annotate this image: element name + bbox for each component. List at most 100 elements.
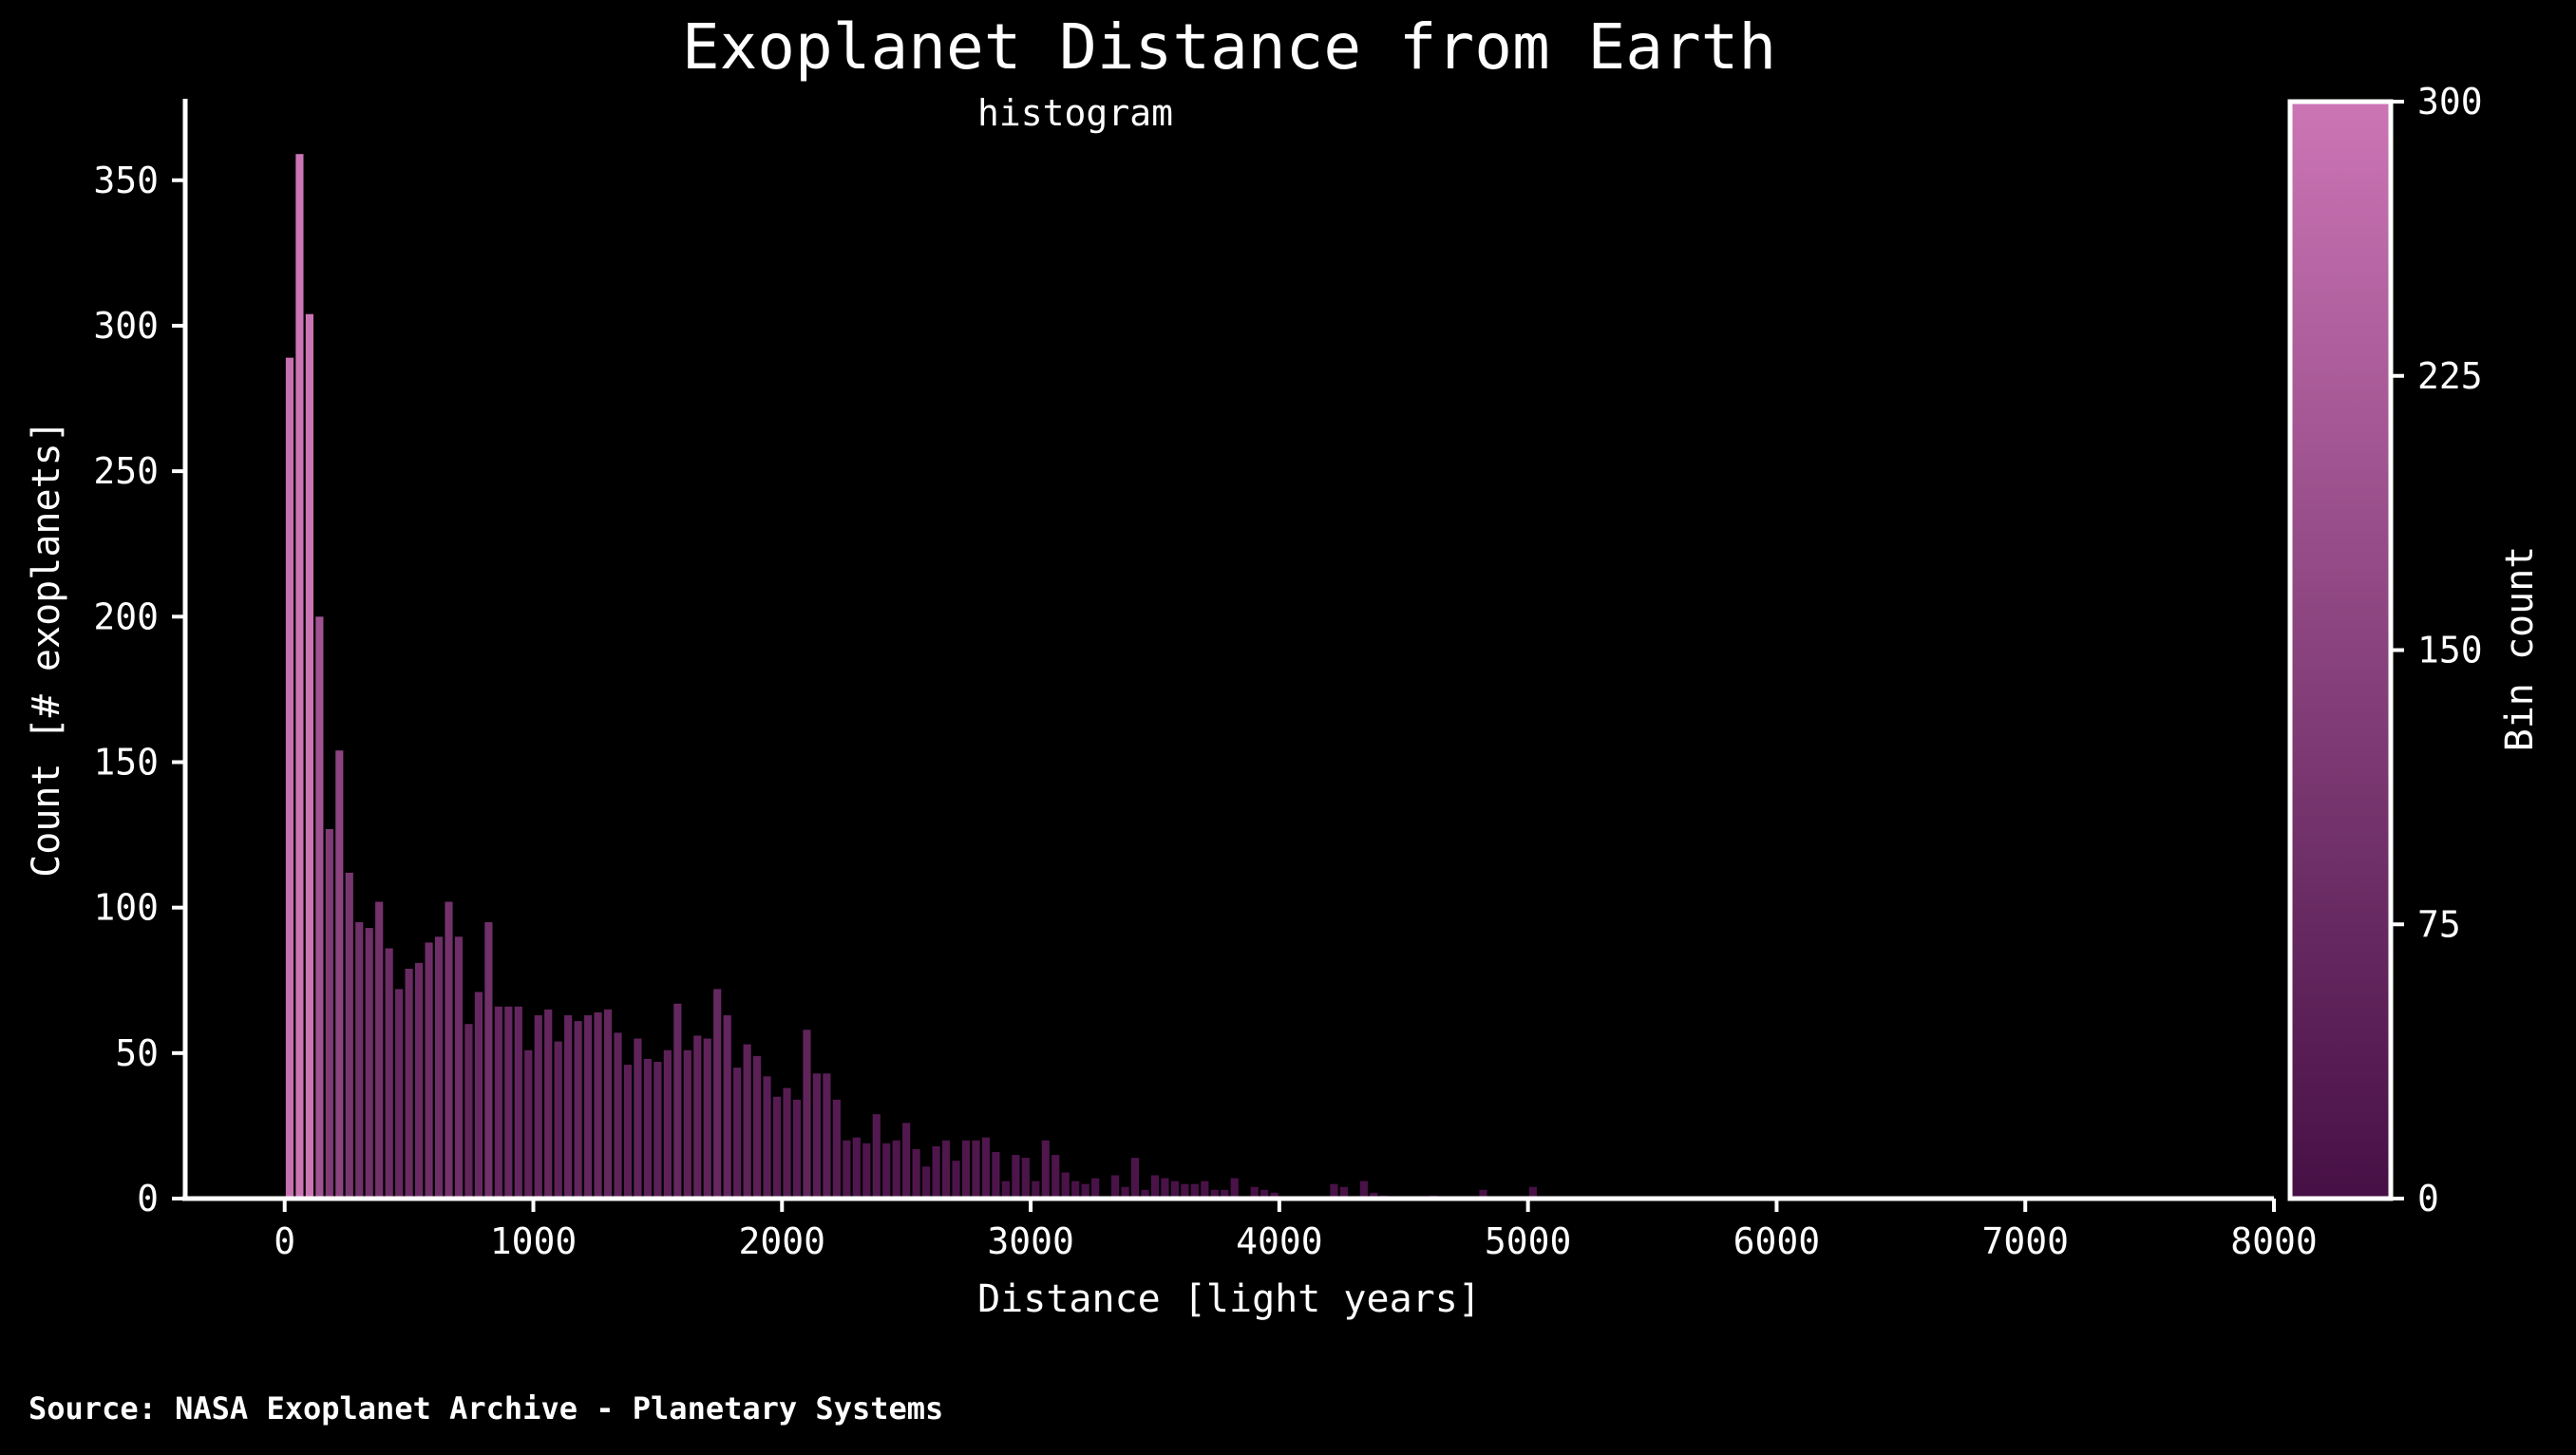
histogram-bar [494, 1006, 502, 1199]
x-tick-label: 7000 [1981, 1220, 2069, 1262]
histogram-bar [1161, 1178, 1169, 1199]
histogram-bar [285, 357, 294, 1200]
histogram-bar [673, 1003, 682, 1199]
y-tick-label: 0 [137, 1178, 159, 1219]
histogram-bar [1190, 1183, 1199, 1199]
histogram-bar [1170, 1181, 1179, 1199]
histogram-bar [1071, 1181, 1080, 1199]
histogram-bar [544, 1009, 553, 1199]
histogram-bar [1339, 1186, 1349, 1199]
histogram-bar [365, 928, 373, 1199]
histogram-bar [1201, 1181, 1209, 1199]
histogram-bar [972, 1140, 980, 1199]
histogram-bar [1032, 1181, 1040, 1199]
x-tick-label: 5000 [1485, 1220, 1572, 1262]
histogram-bar [1250, 1186, 1259, 1199]
histogram-bar [445, 901, 453, 1199]
histogram-bar [803, 1030, 811, 1199]
histogram-bar [812, 1073, 822, 1199]
histogram-bar [723, 1015, 731, 1199]
histogram-bar [564, 1015, 573, 1199]
histogram-bar [425, 942, 433, 1199]
histogram-bar [852, 1137, 861, 1199]
histogram-bar [1370, 1192, 1378, 1199]
histogram-bar [1061, 1172, 1070, 1199]
histogram-bar [653, 1062, 662, 1199]
x-axis-label: Distance [light years] [977, 1277, 1481, 1321]
colorbar-ticks: 0 75 150 225 300 [2391, 81, 2483, 1219]
histogram-bar [614, 1032, 622, 1199]
histogram-bar [862, 1143, 871, 1199]
histogram-bar [584, 1015, 593, 1199]
histogram-bar [693, 1035, 702, 1199]
histogram-bar [952, 1161, 960, 1199]
histogram-bar [992, 1151, 1000, 1199]
histogram-bar [554, 1041, 562, 1199]
histogram-bar [1141, 1189, 1149, 1199]
histogram-bar [843, 1140, 851, 1199]
y-tick-label: 250 [93, 450, 159, 492]
colorbar-tick-label: 300 [2417, 81, 2483, 123]
histogram-bar [683, 1049, 691, 1199]
histogram-bar [1121, 1186, 1129, 1199]
histogram-bar [623, 1065, 633, 1199]
histogram-bar [574, 1021, 582, 1199]
histogram-bar [643, 1058, 653, 1199]
histogram-bar [1081, 1183, 1089, 1199]
histogram-bar [534, 1015, 542, 1199]
y-axis-label: Count [# exoplanets] [25, 420, 68, 878]
histogram-bar [961, 1140, 971, 1199]
colorbar-tick-label: 225 [2417, 355, 2483, 397]
histogram-bar [1051, 1155, 1060, 1199]
histogram-bar [941, 1140, 951, 1199]
y-tick-label: 50 [115, 1032, 159, 1074]
x-tick-label: 6000 [1733, 1220, 1821, 1262]
histogram-bar [772, 1096, 782, 1199]
histogram-bar [634, 1038, 642, 1199]
histogram-bar [514, 1006, 522, 1199]
histogram-bar [464, 1024, 473, 1199]
bar-series [285, 154, 1537, 1200]
x-tick-label: 1000 [490, 1220, 578, 1262]
histogram-bar [1479, 1189, 1487, 1199]
histogram-bar [603, 1009, 613, 1199]
x-tick-label: 3000 [987, 1220, 1074, 1262]
histogram-bar [1528, 1186, 1537, 1199]
histogram-bar [1181, 1183, 1189, 1199]
histogram-bar [981, 1137, 991, 1199]
histogram-bar [1001, 1181, 1010, 1199]
y-tick-label: 150 [93, 741, 159, 783]
histogram-bar [454, 936, 464, 1199]
y-tick-label: 300 [93, 305, 159, 347]
histogram-bar [484, 921, 493, 1199]
colorbar [2287, 99, 2394, 1201]
histogram-bar [395, 989, 404, 1199]
histogram-bar [434, 936, 444, 1199]
histogram-bar [345, 872, 353, 1199]
source-note: Source: NASA Exoplanet Archive - Planeta… [28, 1390, 944, 1427]
histogram-bar [474, 992, 483, 1199]
histogram-bar [375, 901, 384, 1199]
histogram-bar [792, 1099, 802, 1199]
histogram-bar [902, 1123, 911, 1199]
colorbar-tick-label: 150 [2417, 630, 2483, 671]
histogram-bar [1091, 1178, 1100, 1199]
histogram-bar [1110, 1175, 1120, 1199]
histogram-bar [524, 1049, 533, 1199]
histogram-bar [1330, 1183, 1338, 1199]
histogram-bar [663, 1049, 672, 1199]
chart-subtitle: histogram [977, 92, 1173, 134]
chart-title: Exoplanet Distance from Earth [682, 10, 1776, 84]
x-tick-label: 8000 [2230, 1220, 2318, 1262]
histogram-bar [1230, 1178, 1239, 1199]
y-tick-label: 200 [93, 595, 159, 637]
histogram-bar [763, 1076, 771, 1199]
histogram-bar [1359, 1181, 1368, 1199]
histogram-bar [1150, 1175, 1160, 1199]
x-axis-ticks: 0 1000 2000 3000 4000 5000 6000 7000 8000 [274, 1199, 2318, 1262]
y-axis-ticks: 0 50 100 150 200 250 300 350 [93, 160, 185, 1219]
histogram-bar [414, 962, 424, 1199]
colorbar-tick-label: 0 [2417, 1178, 2439, 1219]
colorbar-tick-label: 75 [2417, 903, 2461, 945]
